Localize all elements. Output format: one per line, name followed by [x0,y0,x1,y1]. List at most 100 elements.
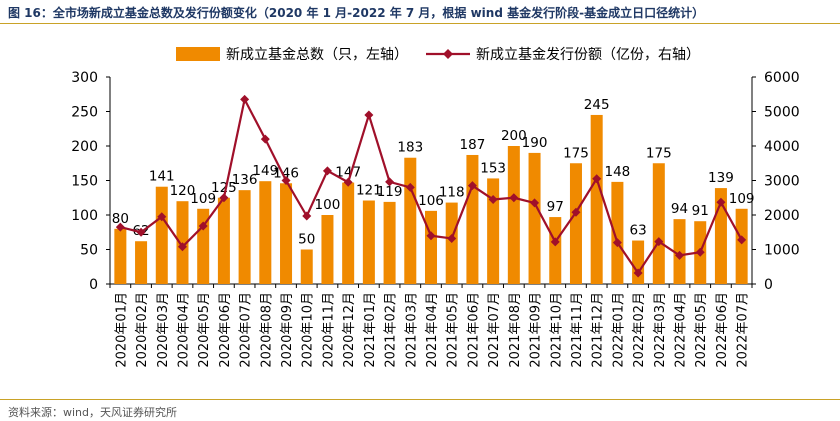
axes: 0501001502002503000100020003000400050006… [71,70,799,293]
legend: 新成立基金总数（只，左轴） 新成立基金发行份额（亿份，右轴） [176,46,700,63]
bar-value-label: 94 [671,201,688,217]
x-category-label: 2022年02月 [632,292,647,368]
bar-value-label: 175 [646,145,672,161]
x-category-label: 2020年07月 [239,292,254,368]
line-point [115,222,125,232]
line-point [592,174,602,184]
x-category-label: 2020年01月 [114,292,129,368]
bar-value-label: 153 [480,160,506,176]
left-tick-label: 100 [71,208,98,224]
bar [590,114,603,284]
bar [445,202,458,284]
x-category-label: 2021年09月 [529,292,544,368]
x-category-label: 2021年06月 [466,292,481,368]
line-point [571,207,581,217]
line-point [405,182,415,192]
bar-value-label: 50 [298,232,315,248]
bar-value-label: 97 [547,199,564,215]
bar-value-label: 136 [232,172,258,188]
footer-rule [0,399,840,400]
bar-value-label: 148 [604,164,630,180]
line-point [343,177,353,187]
x-category-label: 2022年04月 [674,292,689,368]
bar-value-label: 147 [335,165,361,181]
x-category-label: 2020年03月 [156,292,171,368]
bar-value-label: 183 [397,140,423,156]
left-tick-label: 250 [71,105,98,121]
bar [217,197,230,284]
right-tick-label: 6000 [764,70,800,86]
bar-value-label: 63 [630,223,647,239]
bar [735,208,748,284]
bar-value-label: 109 [729,191,755,207]
bar-value-label: 121 [356,183,382,199]
left-tick-label: 300 [71,70,98,86]
line-point [675,250,685,260]
right-tick-label: 0 [764,277,773,293]
bar-value-label: 149 [252,163,278,179]
bar [342,182,355,284]
bar-value-label: 119 [377,184,403,200]
x-category-label: 2020年08月 [259,292,274,368]
line-point [509,193,519,203]
x-category-label: 2021年10月 [549,292,564,368]
legend-bar-swatch [176,47,220,61]
line-point [550,237,560,247]
bar-value-label: 118 [439,185,465,201]
line-point [177,242,187,252]
bar-value-label: 120 [170,183,196,199]
line-point [488,194,498,204]
bar-value-label: 190 [522,135,548,151]
bar [507,146,520,284]
bar-value-label: 175 [563,145,589,161]
bar [114,228,127,284]
left-tick-label: 50 [80,243,98,259]
bar-value-label: 106 [418,193,444,209]
bar [569,163,582,284]
line-point [364,110,374,120]
bar [404,157,417,284]
bar-value-label: 109 [190,191,216,207]
source-note: 资料来源：wind，天风证券研究所 [8,406,178,419]
bar [549,217,562,284]
x-category-label: 2020年04月 [176,292,191,368]
bar-value-label: 91 [692,203,709,219]
x-category-label: 2022年05月 [694,292,709,368]
x-category-label: 2021年03月 [404,292,419,368]
line-point [737,235,747,245]
bar [321,215,334,284]
x-category-label: 2020年02月 [135,292,150,368]
bar [280,183,293,284]
x-category-label: 2021年02月 [384,292,399,368]
x-category-label: 2021年01月 [363,292,378,368]
line-point [530,198,540,208]
bar-value-label: 187 [460,137,486,153]
bar [424,210,438,284]
bar-value-label: 139 [708,170,734,186]
line-point [612,238,622,248]
x-category-label: 2022年06月 [715,292,730,368]
left-tick-label: 0 [89,277,98,293]
right-tick-label: 1000 [764,243,800,259]
line-point [322,166,332,176]
bar [155,186,168,284]
left-tick-label: 200 [71,139,98,155]
x-category-label: 2022年03月 [653,292,668,368]
line-point [695,247,705,257]
line-point [136,227,146,237]
x-category-label: 2022年01月 [611,292,626,368]
x-axis-labels: 2020年01月 2020年02月 2020年03月 2020年04月 2020年05月… [114,292,750,368]
line-point [716,197,726,207]
bar-data-labels: 8062141120109125136149146501001471211191… [112,97,755,248]
legend-line-marker [443,49,453,59]
right-tick-label: 4000 [764,139,800,155]
x-category-label: 2020年06月 [218,292,233,368]
bar [362,200,375,284]
x-category-label: 2020年11月 [321,292,336,368]
line-point [654,237,664,247]
line-point [240,94,250,104]
bar [300,249,313,284]
line-point [633,268,643,278]
bar-value-label: 80 [112,211,129,227]
x-category-label: 2021年04月 [425,292,440,368]
